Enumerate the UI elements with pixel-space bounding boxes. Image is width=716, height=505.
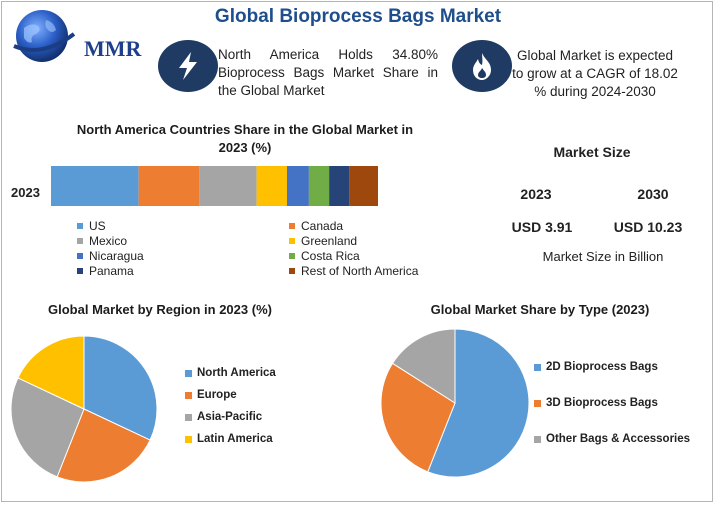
lightning-icon xyxy=(179,52,197,80)
region-legend-north-america: North America xyxy=(185,367,276,379)
legend-label: US xyxy=(89,219,106,233)
legend-label: Mexico xyxy=(89,234,128,248)
legend-label: 3D Bioprocess Bags xyxy=(546,397,658,409)
legend-item-mexico: Mexico xyxy=(77,234,127,248)
legend-swatch xyxy=(534,435,541,443)
market-value-2030: USD 10.23 xyxy=(613,219,683,235)
market-value-2023: USD 3.91 xyxy=(511,219,573,235)
legend-item-costa-rica: Costa Rica xyxy=(289,249,360,263)
logo-text: MMR xyxy=(84,36,142,61)
flame-badge xyxy=(452,40,512,92)
legend-label: 2D Bioprocess Bags xyxy=(546,361,658,373)
market-year-2023: 2023 xyxy=(520,186,552,202)
legend-item-rest-of-north-america: Rest of North America xyxy=(289,264,418,278)
north-america-share-text: North America Holds 34.80% Bioprocess Ba… xyxy=(218,47,438,98)
lightning-badge xyxy=(158,40,218,92)
legend-label: Costa Rica xyxy=(301,249,360,263)
legend-swatch xyxy=(185,435,192,443)
legend-label: North America xyxy=(197,367,276,379)
legend-swatch xyxy=(534,399,541,407)
globe-icon xyxy=(13,10,76,62)
page-title: Global Bioprocess Bags Market xyxy=(214,6,502,27)
legend-swatch xyxy=(185,391,192,399)
legend-swatch xyxy=(289,253,295,259)
legend-label: Canada xyxy=(301,219,344,233)
region-legend-asia-pacific: Asia-Pacific xyxy=(185,411,262,423)
legend-label: Europe xyxy=(197,389,237,401)
legend-item-panama: Panama xyxy=(77,264,134,278)
stacked-bar-title: North America Countries Share in the Glo… xyxy=(76,122,414,155)
legend-swatch xyxy=(77,253,83,259)
legend-item-nicaragua: Nicaragua xyxy=(77,249,144,263)
legend-swatch xyxy=(185,413,192,421)
legend-label: Panama xyxy=(89,264,134,278)
market-year-2030: 2030 xyxy=(637,186,669,202)
market-size-note: Market Size in Billion xyxy=(542,249,664,264)
type-legend-3d-bioprocess-bags: 3D Bioprocess Bags xyxy=(534,397,658,409)
legend-label: Rest of North America xyxy=(301,264,419,278)
legend-label: Latin America xyxy=(197,433,273,445)
type-legend-other-bags-and-accessories: Other Bags & Accessories xyxy=(534,433,690,445)
legend-item-us: US xyxy=(77,219,106,233)
region-pie-title: Global Market by Region in 2023 (%) xyxy=(48,302,272,317)
cagr-text: Global Market is expected to grow at a C… xyxy=(512,48,678,99)
region-legend-europe: Europe xyxy=(185,389,237,401)
legend-item-canada: Canada xyxy=(289,219,343,233)
market-size-title: Market Size xyxy=(553,144,631,160)
legend-swatch xyxy=(289,268,295,274)
legend-swatch xyxy=(77,238,83,244)
legend-swatch xyxy=(77,223,83,229)
type-legend-2d-bioprocess-bags: 2D Bioprocess Bags xyxy=(534,361,658,373)
legend-swatch xyxy=(289,238,295,244)
legend-swatch xyxy=(534,363,541,371)
flame-icon xyxy=(473,53,491,80)
legend-swatch xyxy=(185,369,192,377)
region-legend-latin-america: Latin America xyxy=(185,433,273,445)
mmr-logo: MMR xyxy=(12,6,142,64)
type-pie-title: Global Market Share by Type (2023) xyxy=(430,302,650,317)
legend-label: Asia-Pacific xyxy=(197,411,263,423)
legend-label: Other Bags & Accessories xyxy=(546,433,691,445)
legend-label: Nicaragua xyxy=(89,249,144,263)
legend-label: Greenland xyxy=(301,234,358,248)
legend-swatch xyxy=(77,268,83,274)
bar-category-label: 2023 xyxy=(11,185,40,200)
legend-swatch xyxy=(289,223,295,229)
legend-item-greenland: Greenland xyxy=(289,234,357,248)
